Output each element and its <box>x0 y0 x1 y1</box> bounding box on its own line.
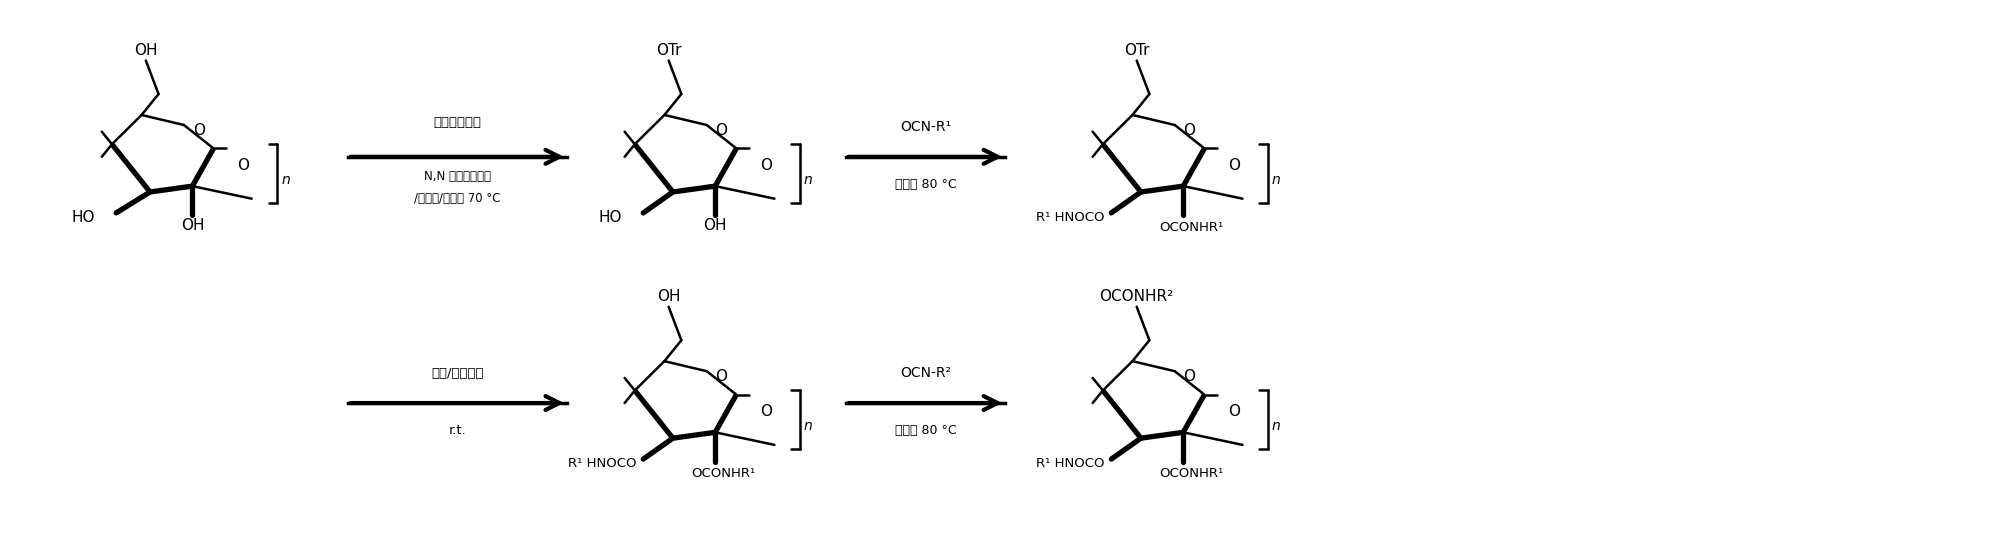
Text: OCONHR¹: OCONHR¹ <box>1159 221 1223 234</box>
Text: r.t.: r.t. <box>449 424 465 437</box>
Text: R¹ HNOCO: R¹ HNOCO <box>1037 457 1105 470</box>
Text: OTr: OTr <box>1125 43 1149 58</box>
Text: OCONHR¹: OCONHR¹ <box>1159 467 1223 480</box>
Text: n: n <box>804 419 812 434</box>
Text: n: n <box>1271 419 1281 434</box>
Text: O: O <box>237 158 249 173</box>
Text: O: O <box>1183 122 1195 138</box>
Text: /氯化锇/吹咀， 70 °C: /氯化锇/吹咀， 70 °C <box>413 192 501 205</box>
Text: O: O <box>1183 369 1195 384</box>
Text: HO: HO <box>599 210 622 225</box>
Text: OCN-R²: OCN-R² <box>900 367 950 380</box>
Text: n: n <box>804 173 812 187</box>
Text: n: n <box>281 173 291 187</box>
Text: n: n <box>1271 173 1281 187</box>
Text: 吹咀， 80 °C: 吹咀， 80 °C <box>894 178 956 191</box>
Text: OCONHR²: OCONHR² <box>1099 289 1173 304</box>
Text: 三苯基氯甲烷: 三苯基氯甲烷 <box>433 116 481 129</box>
Text: 吹咀， 80 °C: 吹咀， 80 °C <box>894 424 956 437</box>
Text: R¹ HNOCO: R¹ HNOCO <box>567 457 636 470</box>
Text: R¹ HNOCO: R¹ HNOCO <box>1037 211 1105 223</box>
Text: O: O <box>716 122 728 138</box>
Text: OCONHR¹: OCONHR¹ <box>692 467 756 480</box>
Text: O: O <box>1227 158 1239 173</box>
Text: OH: OH <box>704 218 728 233</box>
Text: OTr: OTr <box>656 43 682 58</box>
Text: OH: OH <box>658 289 680 304</box>
Text: O: O <box>192 122 205 138</box>
Text: HO: HO <box>72 210 94 225</box>
Text: N,N 二甲基乙酰胺: N,N 二甲基乙酰胺 <box>423 170 491 183</box>
Text: O: O <box>716 369 728 384</box>
Text: OH: OH <box>134 43 158 58</box>
Text: O: O <box>1227 404 1239 419</box>
Text: OCN-R¹: OCN-R¹ <box>900 120 950 135</box>
Text: O: O <box>760 404 772 419</box>
Text: O: O <box>760 158 772 173</box>
Text: OH: OH <box>180 218 205 233</box>
Text: 盐酸/四氢吵喼: 盐酸/四氢吵喼 <box>431 367 483 380</box>
